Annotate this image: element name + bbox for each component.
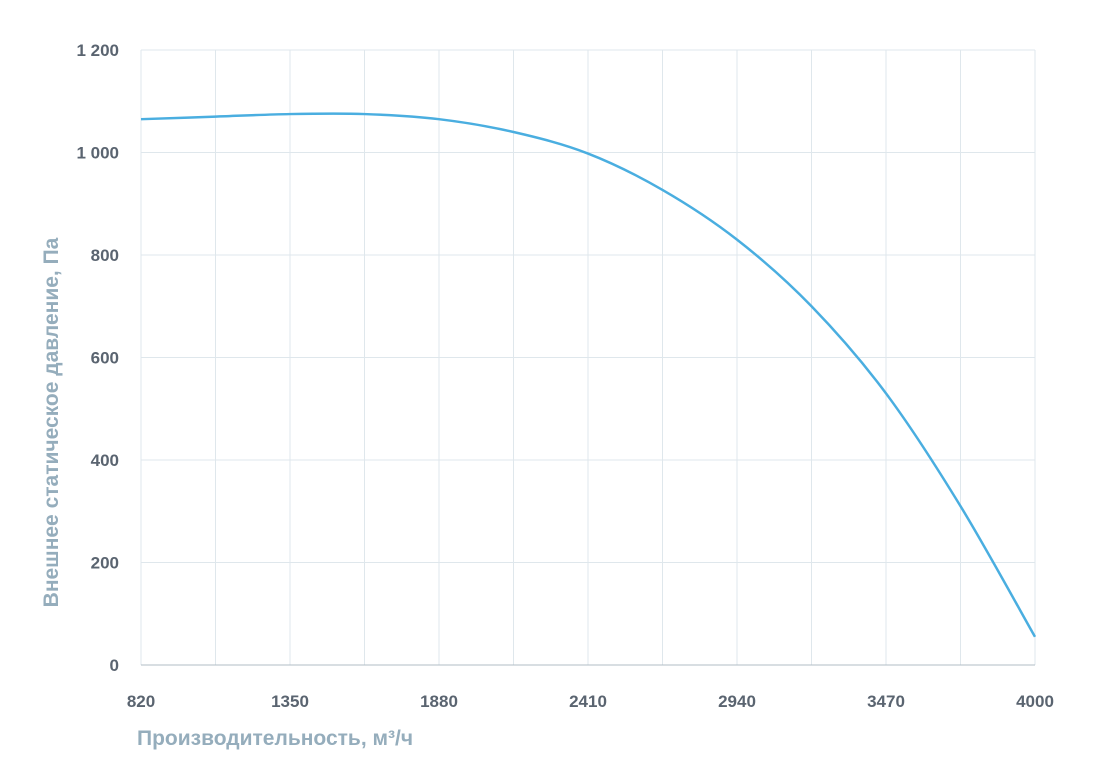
y-tick-label: 1 000 [76, 144, 119, 163]
y-tick-label: 800 [91, 246, 119, 265]
x-tick-label: 1350 [271, 692, 309, 711]
gridlines [140, 49, 1036, 665]
x-tick-label: 2940 [718, 692, 756, 711]
y-axis-title: Внешнее статическое давление, Па [40, 237, 63, 607]
x-tick-label: 2410 [569, 692, 607, 711]
y-tick-label: 600 [91, 349, 119, 368]
x-tick-label: 3470 [867, 692, 905, 711]
y-tick-label: 200 [91, 554, 119, 573]
x-tick-label: 1880 [420, 692, 458, 711]
x-tick-labels: 820 1350 1880 2410 2940 3470 4000 [127, 692, 1054, 711]
x-tick-label: 820 [127, 692, 155, 711]
x-tick-label: 4000 [1016, 692, 1054, 711]
series-line [140, 112, 1037, 638]
y-tick-label: 0 [110, 656, 119, 675]
series-group [140, 112, 1037, 638]
x-axis-title: Производительность, м³/ч [137, 727, 413, 750]
y-tick-labels: 0 200 400 600 800 1 000 1 200 [76, 41, 119, 675]
y-tick-label: 400 [91, 451, 119, 470]
y-tick-label: 1 200 [76, 41, 119, 60]
